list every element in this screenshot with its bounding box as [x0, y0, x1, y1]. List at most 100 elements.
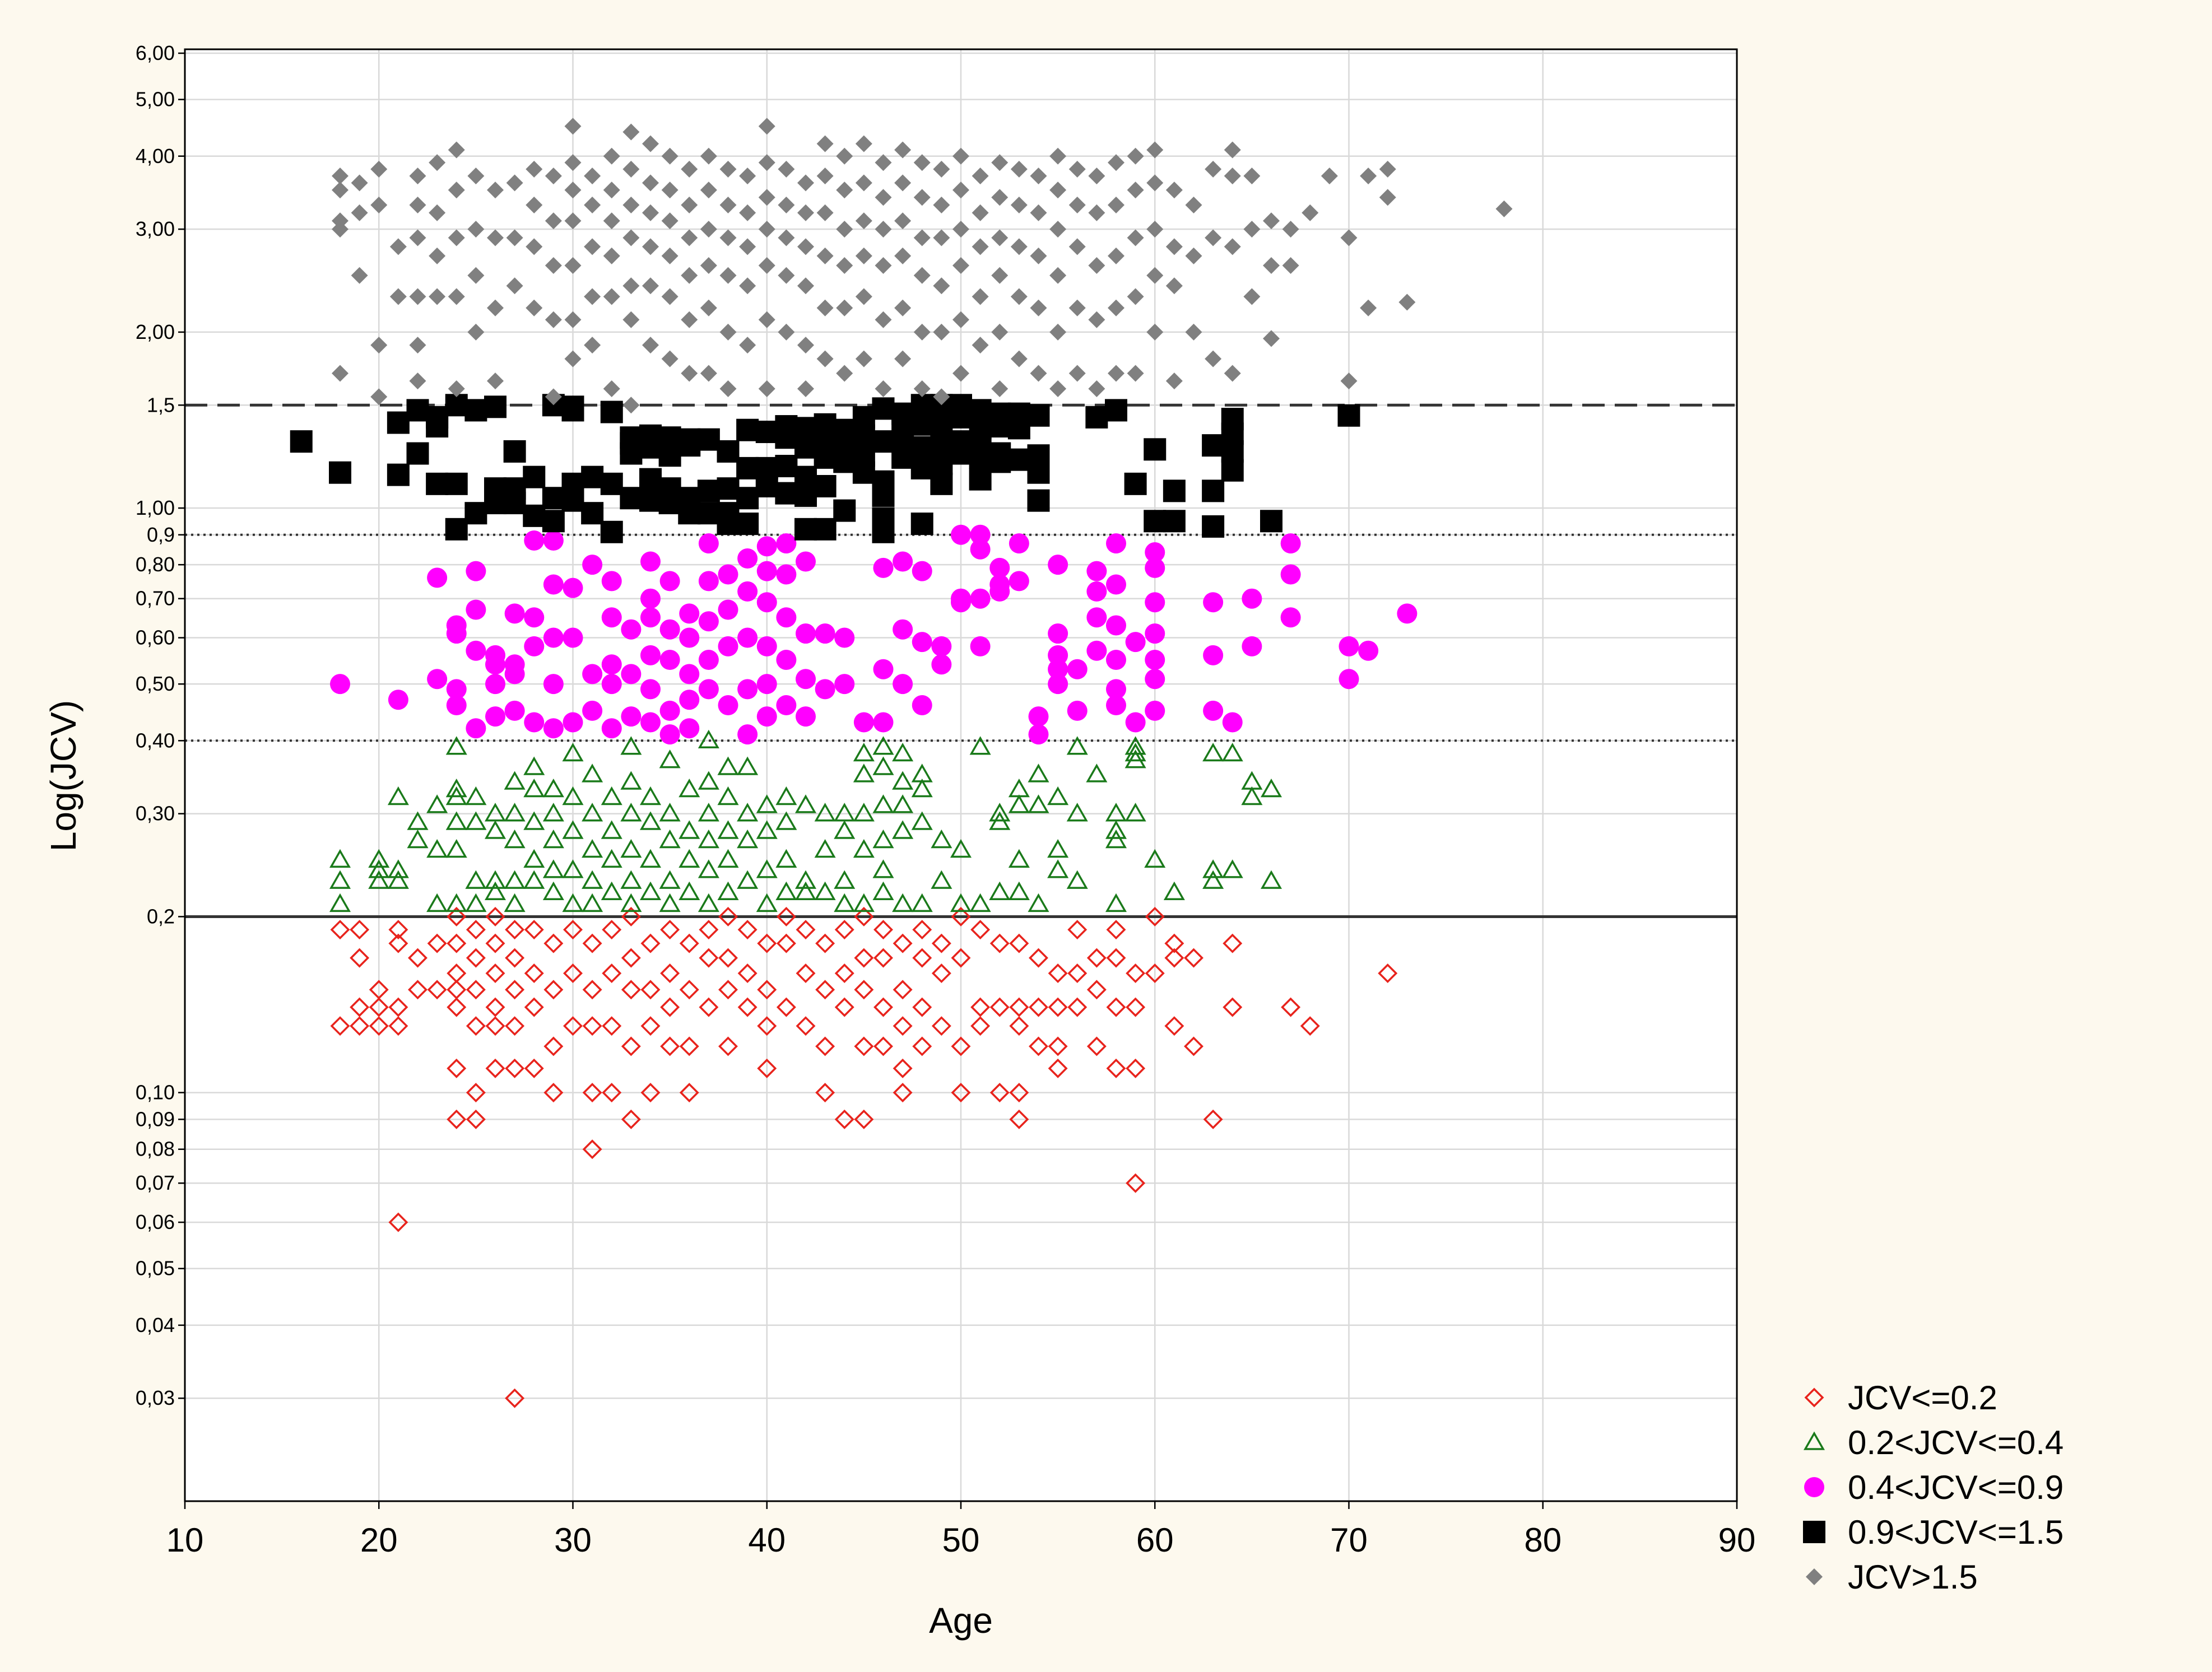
data-point: [620, 839, 642, 858]
data-point: [563, 920, 583, 940]
data-point: [660, 963, 680, 984]
data-point: [988, 450, 1011, 473]
data-point: [406, 399, 429, 422]
data-point: [989, 997, 1010, 1017]
data-point: [466, 980, 486, 1000]
data-point: [739, 337, 756, 354]
data-point: [621, 948, 641, 968]
data-point: [1126, 963, 1146, 984]
data-point: [991, 154, 1009, 171]
data-point: [1146, 323, 1164, 341]
data-point: [698, 533, 719, 554]
data-point: [814, 881, 836, 901]
data-point: [466, 1083, 486, 1103]
data-point: [776, 564, 797, 585]
data-point: [1358, 640, 1379, 661]
data-point: [523, 756, 545, 775]
data-point: [1223, 933, 1243, 953]
data-point: [1263, 330, 1280, 347]
y-tick-label: 0,04: [136, 1314, 175, 1336]
data-point: [1066, 870, 1088, 889]
data-point: [330, 920, 350, 940]
x-axis-title: Age: [929, 1600, 993, 1641]
data-point: [739, 238, 756, 255]
data-point: [563, 1016, 583, 1036]
data-point: [913, 323, 931, 341]
data-point: [855, 350, 872, 367]
data-point: [564, 154, 582, 171]
data-point: [1009, 933, 1029, 953]
data-point: [1165, 277, 1183, 295]
data-point: [718, 695, 738, 715]
data-point: [332, 221, 348, 238]
legend-label: 0.2<JCV<=0.4: [1848, 1424, 2064, 1461]
data-point: [523, 849, 545, 868]
data-point: [448, 181, 465, 199]
data-point: [931, 870, 952, 889]
data-point: [739, 167, 756, 185]
data-point: [1048, 963, 1068, 984]
data-point: [1048, 997, 1068, 1017]
data-point: [505, 948, 525, 968]
data-point: [563, 963, 583, 984]
data-point: [1202, 870, 1224, 889]
data-point: [387, 870, 409, 889]
data-point: [1300, 1016, 1320, 1036]
data-point: [446, 695, 467, 715]
data-point: [1086, 980, 1107, 1000]
data-point: [350, 920, 370, 940]
data-point: [736, 487, 759, 510]
data-point: [698, 771, 719, 790]
data-point: [816, 299, 834, 316]
legend-label: JCV<=0.2: [1848, 1379, 1997, 1417]
data-point: [1048, 1036, 1068, 1056]
y-tick-label: 0,05: [136, 1257, 175, 1280]
data-point: [464, 502, 487, 525]
data-point: [699, 920, 719, 940]
data-point: [640, 1016, 661, 1036]
data-point: [543, 574, 564, 595]
data-point: [1360, 167, 1377, 185]
data-point: [875, 154, 892, 171]
data-point: [893, 1083, 913, 1103]
data-point: [621, 619, 642, 640]
data-point: [387, 463, 410, 486]
data-point: [1048, 659, 1068, 679]
data-point: [836, 365, 853, 382]
data-point: [601, 718, 622, 739]
data-point: [545, 311, 562, 328]
data-point: [542, 829, 564, 849]
data-point: [542, 859, 564, 878]
data-point: [484, 870, 506, 889]
data-point: [642, 135, 659, 152]
data-point: [1145, 542, 1165, 563]
data-point: [545, 257, 562, 274]
data-point: [952, 311, 969, 328]
data-point: [717, 477, 740, 500]
data-point: [1030, 204, 1047, 221]
legend-item: 0.9<JCV<=1.5: [1803, 1513, 2064, 1551]
data-point: [1397, 603, 1418, 624]
data-point: [1105, 829, 1127, 849]
data-point: [1010, 238, 1028, 255]
data-point: [1165, 372, 1183, 390]
data-point: [1280, 564, 1301, 585]
y-axis: 0,03 0,04 0,05 0,06 0,07 0,08 0,09 0,10 0,2 0,30 0…: [136, 41, 185, 1409]
data-point: [893, 1016, 913, 1036]
data-point: [407, 811, 429, 830]
data-point: [910, 513, 933, 535]
data-point: [1106, 615, 1126, 636]
data-point: [872, 430, 895, 453]
data-point: [409, 372, 426, 390]
data-point: [872, 397, 895, 420]
data-point: [1242, 588, 1262, 609]
data-point: [1163, 479, 1186, 502]
data-point: [1222, 712, 1243, 733]
data-point: [1224, 167, 1241, 185]
data-point: [369, 1016, 389, 1036]
data-point: [485, 1058, 505, 1078]
x-tick-label: 10: [166, 1521, 204, 1559]
data-point: [894, 299, 912, 316]
data-point: [1007, 448, 1030, 471]
data-point: [912, 632, 932, 653]
